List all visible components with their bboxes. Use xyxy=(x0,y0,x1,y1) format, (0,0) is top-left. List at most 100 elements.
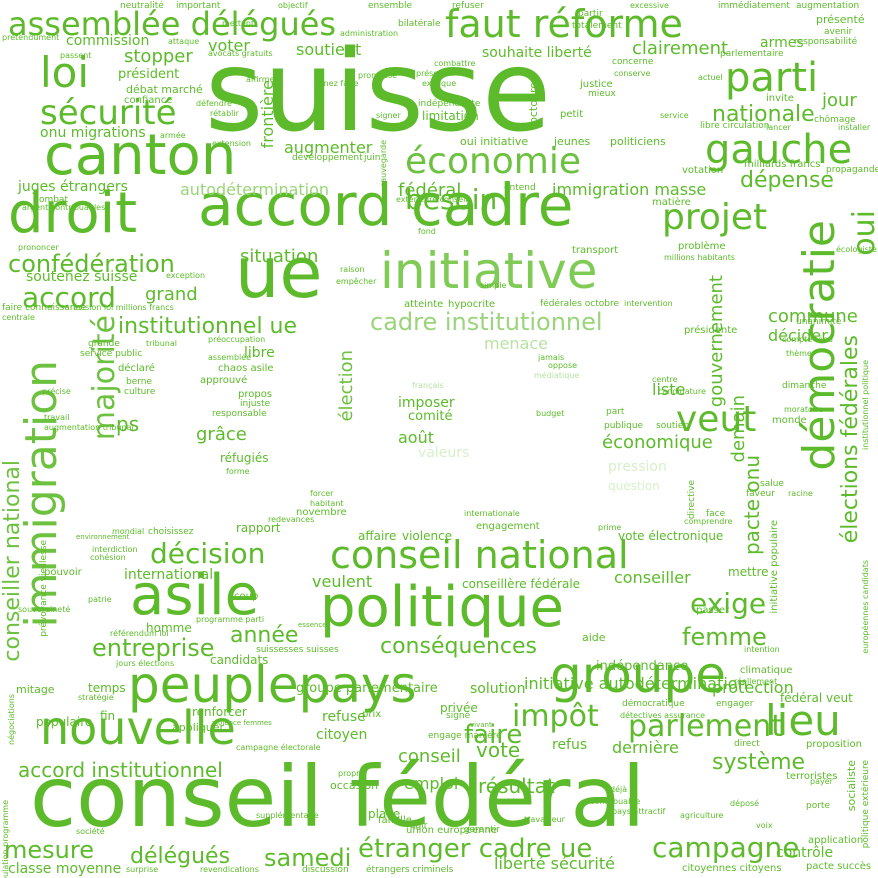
word: conseiller national xyxy=(0,460,25,667)
word: occasion xyxy=(330,779,379,792)
word: redevances xyxy=(268,515,315,524)
word: objectif xyxy=(278,1,308,10)
word: confiance xyxy=(124,95,173,106)
word: déjà xyxy=(610,785,628,794)
word: climatique xyxy=(740,665,793,676)
word: surprise xyxy=(126,865,159,874)
word: violence xyxy=(402,529,453,543)
word: centrale xyxy=(2,313,35,322)
word: agir xyxy=(410,821,428,831)
word: question xyxy=(608,479,660,493)
word: responsabilité xyxy=(794,37,858,47)
word: environnement xyxy=(76,533,130,541)
word-vertical: démocratie xyxy=(794,220,845,471)
word: prévoyance vieillesse xyxy=(39,540,49,640)
word: discussion xyxy=(302,865,349,875)
word: liste xyxy=(652,380,686,399)
word: place xyxy=(368,807,401,821)
word: faire xyxy=(464,720,523,750)
word: injuste xyxy=(240,399,271,409)
word: politique xyxy=(320,575,564,640)
word: projet xyxy=(662,197,768,238)
word: entreprise xyxy=(92,634,215,662)
word: groupe parlementaire xyxy=(296,681,438,696)
word: salue xyxy=(760,479,784,489)
word-vertical: européennes candidats xyxy=(861,560,870,654)
word: parlementaire xyxy=(720,49,784,59)
word: citoyen xyxy=(316,727,368,743)
word: conseillère fédérale xyxy=(462,577,581,591)
word: faveur xyxy=(746,489,775,499)
word: frontière xyxy=(258,80,277,151)
word: jeunes xyxy=(554,135,591,148)
word: prétendument xyxy=(2,33,60,42)
word: attaque xyxy=(168,37,200,46)
word: vote électronique xyxy=(618,529,724,543)
word: élections fédérales xyxy=(838,335,863,548)
word: face xyxy=(706,509,726,519)
word: direct xyxy=(734,739,760,749)
word: engage manière xyxy=(428,731,502,741)
word: faire connaissance xyxy=(2,303,87,313)
word: union européenne xyxy=(406,825,498,836)
word: limitation xyxy=(422,109,479,123)
word: asile xyxy=(130,563,260,628)
word: faut réforme xyxy=(445,2,683,46)
word: invite xyxy=(766,93,794,104)
word: accord xyxy=(22,281,116,314)
word: affirme xyxy=(246,75,275,84)
word-vertical: socialiste xyxy=(845,760,858,812)
word: août xyxy=(398,428,435,447)
word: conseil xyxy=(398,746,461,767)
word: monde xyxy=(772,415,807,426)
word: gouvernement xyxy=(706,275,727,411)
word: engager xyxy=(716,699,754,709)
word: sauvegarde xyxy=(379,140,388,189)
word: choisissez xyxy=(148,527,194,537)
word: juin xyxy=(364,153,381,163)
word: canton xyxy=(44,123,237,188)
word: neutralité xyxy=(120,1,164,11)
word: assemblée délégués xyxy=(8,5,337,43)
word: lancer xyxy=(766,123,791,132)
word: moratoire xyxy=(784,405,824,414)
word: mitage xyxy=(16,683,55,696)
word-vertical: initiative populaire xyxy=(769,520,780,614)
word: fédéral xyxy=(398,180,462,201)
word: approuvé xyxy=(200,375,248,386)
word: juges étrangers xyxy=(18,179,128,195)
word: comprendre xyxy=(684,517,733,526)
word: révision loi millions francs xyxy=(70,303,174,312)
word: indépendante xyxy=(418,99,481,109)
word: racine xyxy=(788,489,813,498)
word: terroristes xyxy=(786,771,838,782)
word: économie xyxy=(405,141,582,182)
word: ue xyxy=(235,232,323,314)
word: résultat xyxy=(478,774,555,798)
word-vertical: politique extérieure xyxy=(861,760,871,849)
word: libre xyxy=(244,345,275,361)
word: centre xyxy=(652,375,678,384)
word: forme xyxy=(226,467,250,476)
word: défendre xyxy=(196,99,232,108)
word: fédérales octobre xyxy=(540,299,620,309)
word: immigration masse xyxy=(552,180,707,199)
word: famille xyxy=(378,815,412,826)
word: fond xyxy=(418,227,436,236)
word: populaire xyxy=(36,715,93,729)
word: vivant xyxy=(470,721,492,729)
word: garantir xyxy=(464,825,500,835)
word: armée xyxy=(160,131,186,140)
word: refus xyxy=(552,737,588,753)
word: appliquer xyxy=(172,721,225,734)
word: mettre xyxy=(728,565,769,579)
word: vote xyxy=(476,738,521,762)
word: application xyxy=(808,835,864,846)
word: médiatique xyxy=(534,371,580,380)
word-vertical: élection xyxy=(336,350,357,422)
word: excessive xyxy=(630,1,669,10)
word: population programme xyxy=(1,800,10,878)
word-vertical: prévoyance vieillesse xyxy=(39,540,49,637)
word: actuel xyxy=(698,73,723,82)
word-vertical: frontière xyxy=(258,80,277,149)
